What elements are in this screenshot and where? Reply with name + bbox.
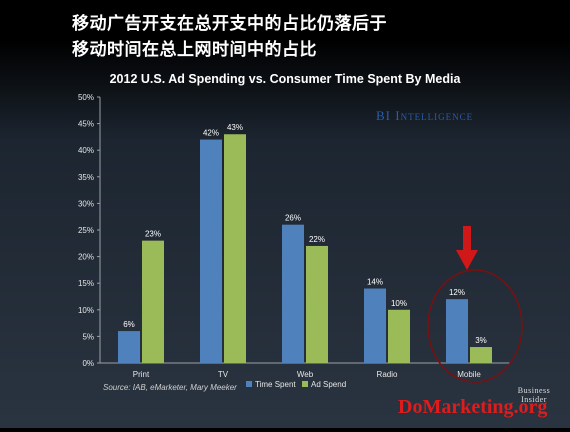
highlight-circle [427, 269, 523, 383]
data-label: 42% [203, 129, 219, 138]
arrow-shaft [463, 226, 471, 252]
business-insider-logo: Business Insider [517, 386, 551, 404]
data-label: 12% [449, 288, 465, 297]
data-label: 43% [227, 123, 243, 132]
y-tick-label: 25% [78, 226, 94, 235]
headline-line-1: 移动广告开支在总开支中的占比仍落后于 [72, 14, 387, 34]
data-label: 26% [285, 214, 301, 223]
down-arrow-icon [456, 250, 478, 270]
bar-time-spent [364, 288, 386, 363]
bi-intelligence-brand: BI Intelligence [376, 108, 473, 123]
y-tick-label: 45% [78, 120, 94, 129]
y-tick-label: 20% [78, 253, 94, 262]
data-label: 23% [145, 230, 161, 239]
bar-ad-spend [224, 134, 246, 363]
x-tick-label: TV [218, 370, 229, 379]
watermark: DoMarketing.org [398, 396, 548, 418]
x-tick-label: Web [297, 370, 314, 379]
data-label: 22% [309, 235, 325, 244]
x-tick-label: Mobile [457, 370, 481, 379]
y-tick-label: 30% [78, 199, 94, 208]
bar-time-spent [282, 224, 304, 363]
y-tick-label: 50% [78, 93, 94, 102]
chart-title: 2012 U.S. Ad Spending vs. Consumer Time … [109, 72, 461, 86]
headline-line-2: 移动时间在总上网时间中的占比 [72, 40, 317, 60]
x-tick-label: Radio [377, 370, 398, 379]
data-label: 14% [367, 278, 383, 287]
bar-time-spent [118, 331, 140, 363]
bar-ad-spend [142, 240, 164, 363]
data-label: 10% [391, 299, 407, 308]
legend-label: Ad Spend [311, 380, 346, 389]
y-tick-label: 40% [78, 146, 94, 155]
legend-swatch [246, 381, 252, 387]
legend-label: Time Spent [255, 380, 296, 389]
bar-ad-spend [470, 347, 492, 363]
bar-time-spent [200, 139, 222, 363]
y-tick-label: 35% [78, 173, 94, 182]
data-label: 3% [475, 336, 487, 345]
bar-ad-spend [306, 245, 328, 363]
legend-swatch [302, 381, 308, 387]
bar-ad-spend [388, 309, 410, 363]
x-tick-label: Print [133, 370, 150, 379]
data-label: 6% [123, 320, 135, 329]
y-tick-label: 0% [82, 359, 94, 368]
bar-time-spent [446, 299, 468, 363]
chart-source: Source: IAB, eMarketer, Mary Meeker [103, 383, 237, 392]
y-tick-label: 15% [78, 279, 94, 288]
y-tick-label: 10% [78, 306, 94, 315]
y-tick-label: 5% [82, 332, 94, 341]
